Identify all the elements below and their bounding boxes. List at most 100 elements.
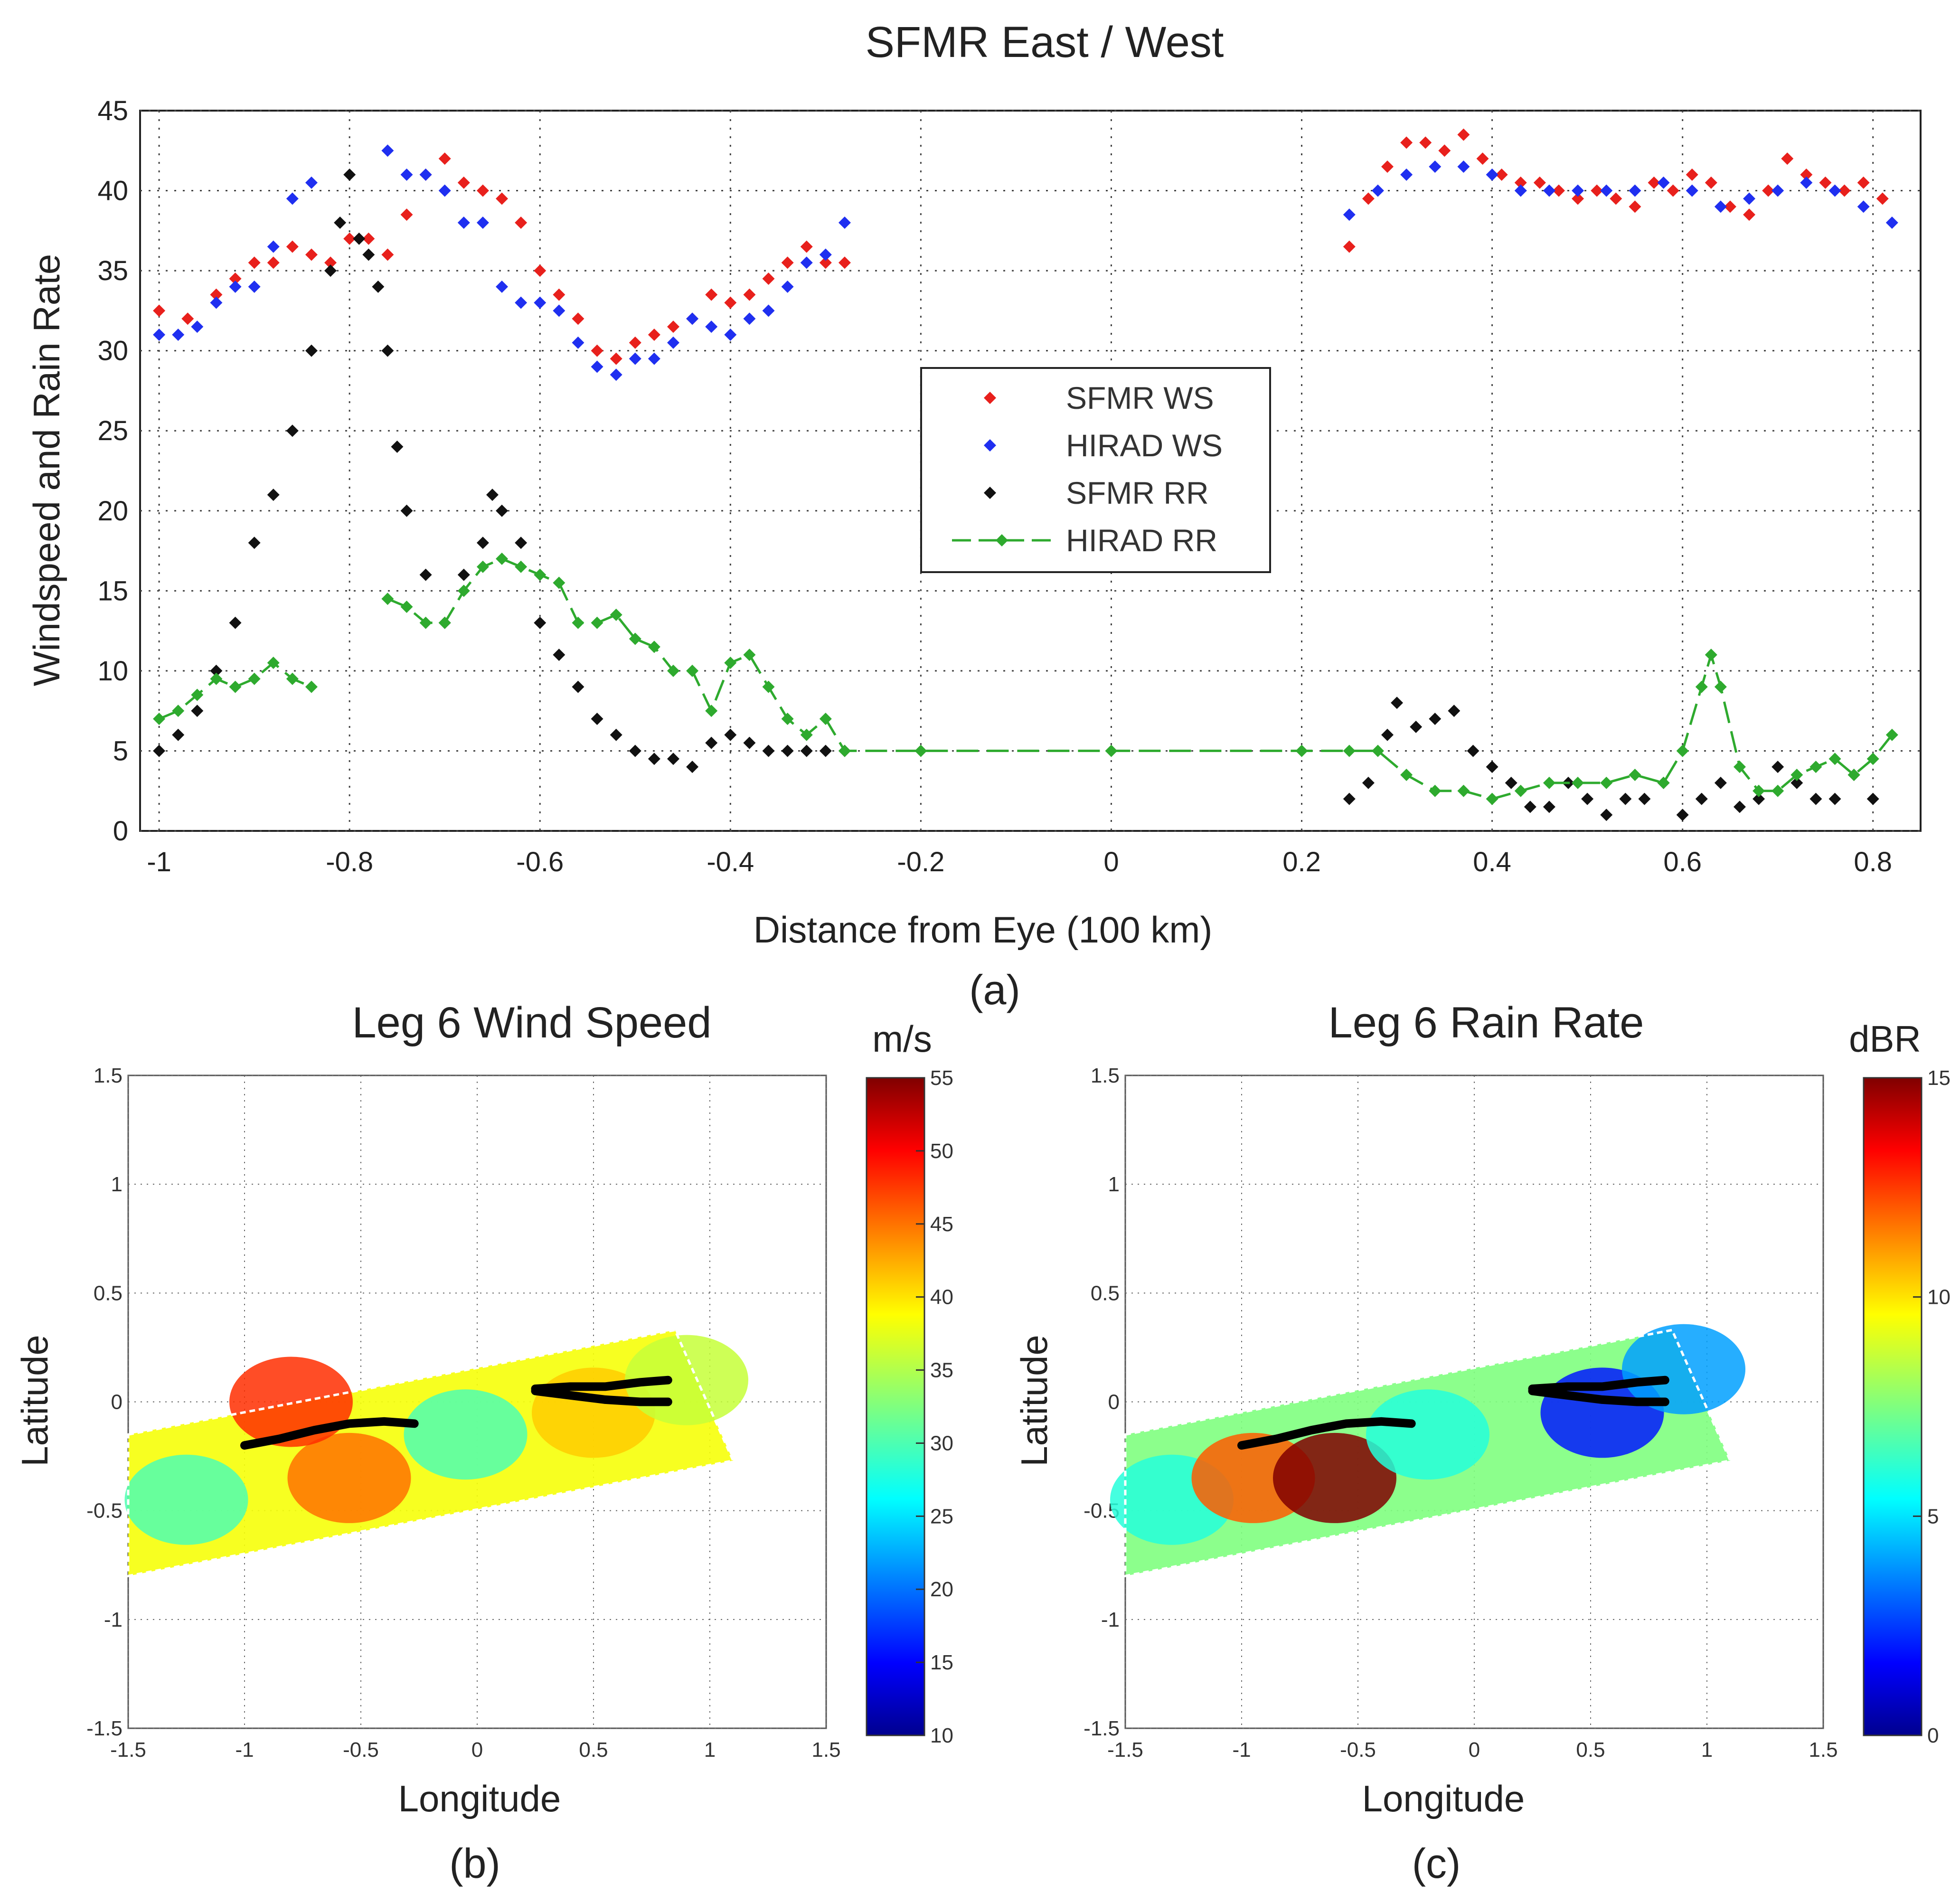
data-point-sfmr-ws xyxy=(229,272,242,285)
data-point-sfmr-ws xyxy=(1781,152,1794,165)
data-point-hirad-rr xyxy=(914,744,927,757)
legend: SFMR WS HIRAD WS SFMR RR HIRAD RR xyxy=(920,367,1271,573)
swath-region xyxy=(404,1389,528,1480)
data-point-sfmr-ws xyxy=(1743,208,1756,221)
data-point-sfmr-ws xyxy=(1762,184,1775,197)
data-point-sfmr-rr xyxy=(1695,792,1708,805)
flight-track-east-leg-1 xyxy=(531,1375,672,1393)
colorbar-tick-label: 30 xyxy=(930,1432,953,1455)
data-point-sfmr-rr xyxy=(1790,776,1803,789)
data-point-hirad-ws xyxy=(1343,208,1356,221)
data-point-hirad-rr xyxy=(572,616,584,629)
data-point-hirad-ws xyxy=(648,352,660,365)
x-axis-label-b: Longitude xyxy=(398,1778,561,1819)
y-tick-label: 0 xyxy=(113,816,128,847)
data-point-hirad-rr xyxy=(800,728,813,741)
data-point-hirad-ws xyxy=(1514,184,1527,197)
data-point-hirad-ws xyxy=(667,336,679,349)
data-point-hirad-rr xyxy=(515,560,528,573)
colorbar-tick-label: 15 xyxy=(1927,1066,1951,1090)
colorbar-tick-label: 45 xyxy=(930,1213,953,1236)
y-tick-label: 25 xyxy=(97,415,128,446)
data-point-hirad-ws xyxy=(838,216,851,229)
legend-entry-sfmr-rr: SFMR RR xyxy=(984,475,1209,510)
data-point-sfmr-ws xyxy=(1381,160,1394,173)
data-point-sfmr-rr xyxy=(153,744,166,757)
x-tick-label: -1 xyxy=(1232,1738,1251,1762)
data-point-sfmr-rr xyxy=(1619,792,1632,805)
x-tick-label: 0 xyxy=(1103,847,1119,877)
data-point-sfmr-ws xyxy=(1629,200,1641,213)
data-point-sfmr-ws xyxy=(1838,184,1851,197)
data-point-sfmr-ws xyxy=(267,256,280,269)
x-tick-label: -0.8 xyxy=(326,847,373,877)
data-point-hirad-rr xyxy=(667,664,679,677)
data-point-hirad-ws xyxy=(1429,160,1442,173)
data-point-sfmr-rr xyxy=(419,568,432,581)
data-point-hirad-ws xyxy=(1714,200,1727,213)
colorbar-tick-label: 35 xyxy=(930,1359,953,1382)
data-point-sfmr-rr xyxy=(248,537,261,549)
y-axis-label-a: Windspeed and Rain Rate xyxy=(26,254,67,687)
data-point-sfmr-ws xyxy=(362,232,375,245)
y-axis-label-c: Latitude xyxy=(1013,1335,1055,1467)
data-point-sfmr-rr xyxy=(1638,792,1651,805)
data-point-hirad-rr xyxy=(838,744,851,757)
data-point-sfmr-ws xyxy=(762,272,775,285)
data-point-hirad-rr xyxy=(591,616,603,629)
data-point-sfmr-ws xyxy=(305,248,318,261)
data-point-hirad-rr xyxy=(476,560,489,573)
data-point-hirad-rr xyxy=(1828,753,1841,765)
y-tick-label: 15 xyxy=(97,575,128,606)
data-point-hirad-ws xyxy=(381,144,394,157)
data-point-sfmr-ws xyxy=(438,152,451,165)
data-point-hirad-ws xyxy=(1857,200,1870,213)
data-point-hirad-rr xyxy=(1657,776,1670,789)
x-tick-label: -0.4 xyxy=(707,847,754,877)
data-point-sfmr-ws xyxy=(1343,240,1356,253)
data-point-sfmr-rr xyxy=(172,728,185,741)
legend-entry-hirad-rr: HIRAD RR xyxy=(952,523,1217,558)
legend-label-sfmr-rr: SFMR RR xyxy=(1066,475,1209,510)
data-point-hirad-rr xyxy=(1809,761,1822,773)
x-tick-label: 1.5 xyxy=(1809,1738,1838,1762)
data-point-sfmr-ws xyxy=(1800,168,1813,181)
data-point-sfmr-rr xyxy=(1676,809,1689,821)
flight-track-west-leg xyxy=(1237,1417,1416,1450)
data-point-sfmr-rr xyxy=(534,616,547,629)
y-tick-label: 0 xyxy=(111,1391,122,1414)
x-tick-label: -0.2 xyxy=(897,847,944,877)
data-point-sfmr-rr xyxy=(1524,801,1536,813)
data-point-sfmr-ws xyxy=(1495,168,1508,181)
data-point-hirad-ws xyxy=(1400,168,1413,181)
data-point-hirad-rr xyxy=(400,601,413,613)
data-point-sfmr-ws xyxy=(181,312,194,325)
data-point-sfmr-rr xyxy=(1391,697,1404,709)
data-point-sfmr-ws xyxy=(534,264,547,277)
swath-region xyxy=(1366,1389,1489,1480)
panel-b-heatmap: Leg 6 Wind Speed -1.5-1.5 -1 -1 -0.5 -0.5 0 0 0… xyxy=(14,999,953,1887)
x-tick-label: 1.5 xyxy=(811,1738,840,1762)
data-point-hirad-rr xyxy=(419,616,432,629)
y-tick-label: 45 xyxy=(97,95,128,126)
data-point-sfmr-rr xyxy=(800,744,813,757)
flight-track-east-leg-2 xyxy=(1528,1386,1669,1406)
data-point-sfmr-ws xyxy=(1419,136,1432,149)
data-point-sfmr-ws xyxy=(1514,176,1527,189)
data-point-hirad-rr xyxy=(305,680,318,693)
data-point-hirad-rr xyxy=(762,680,775,693)
data-point-hirad-rr xyxy=(1705,649,1717,661)
y-tick-label: 20 xyxy=(97,496,128,527)
data-point-hirad-ws xyxy=(1371,184,1384,197)
data-point-hirad-ws xyxy=(1629,184,1641,197)
data-point-sfmr-rr xyxy=(1772,761,1784,773)
data-point-sfmr-rr xyxy=(400,504,413,517)
x-tick-label: 0.4 xyxy=(1473,847,1511,877)
data-point-hirad-rr xyxy=(1753,784,1765,797)
data-point-sfmr-ws xyxy=(1457,128,1470,141)
data-point-sfmr-ws xyxy=(781,256,794,269)
data-point-hirad-ws xyxy=(1885,216,1898,229)
colorbar-tick-label: 50 xyxy=(930,1140,953,1163)
